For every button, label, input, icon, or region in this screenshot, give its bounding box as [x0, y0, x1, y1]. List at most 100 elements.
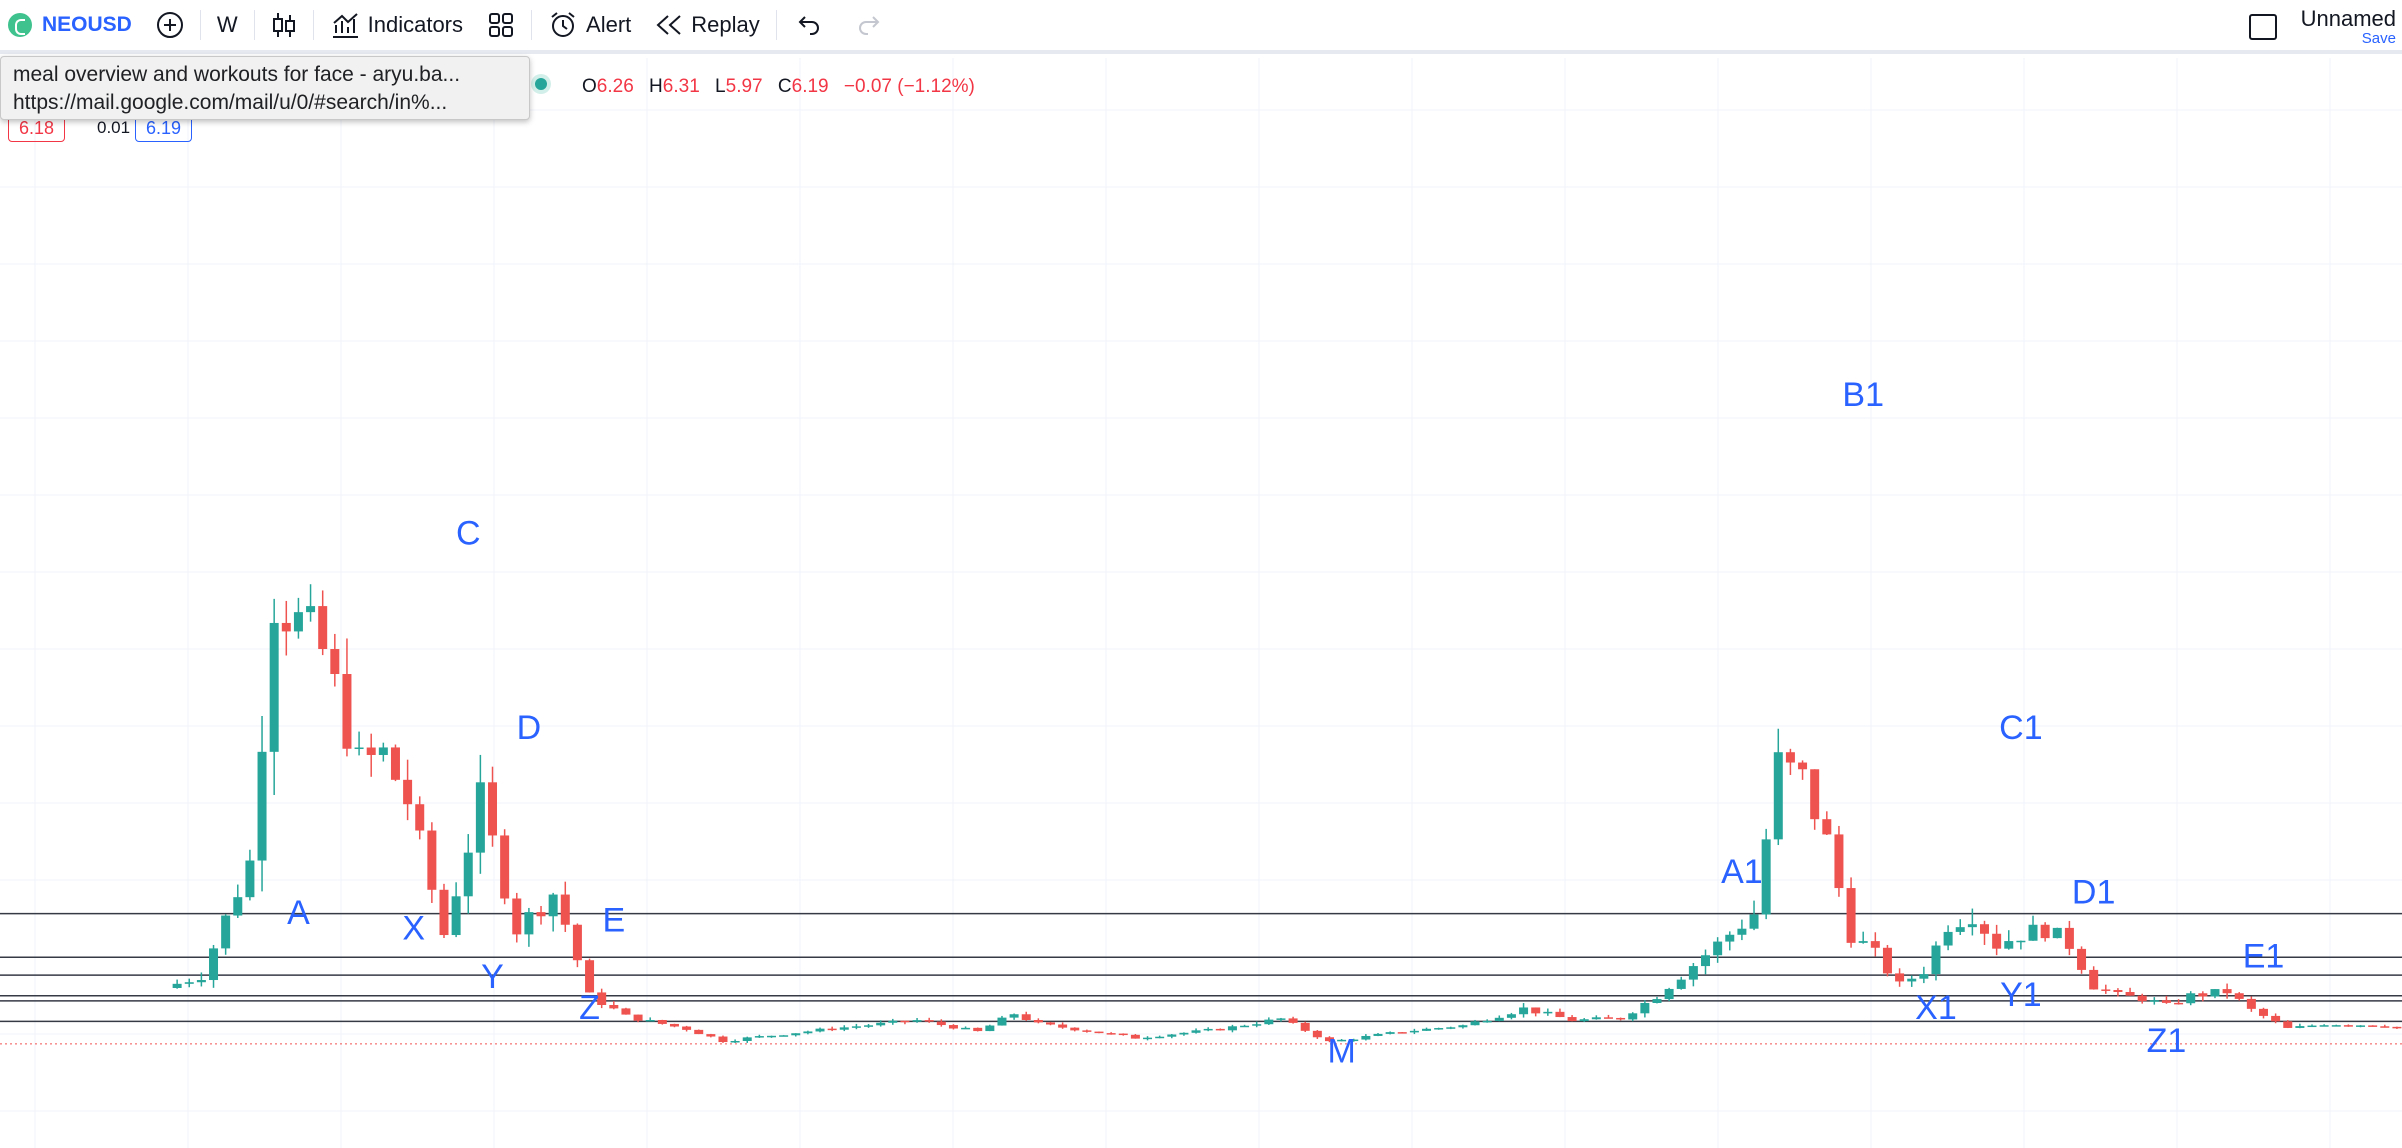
- wave-labels[interactable]: A X C Y D E Z M A1 B1 C1 D1 E1 X1 Y1 Z1: [287, 376, 2284, 1071]
- candle-body: [1300, 1022, 1310, 1031]
- indicators-icon: [332, 13, 358, 38]
- wave-label[interactable]: D: [517, 709, 542, 747]
- wave-label[interactable]: B1: [1842, 376, 1884, 414]
- candle-body: [1033, 1019, 1043, 1023]
- wave-label[interactable]: C: [456, 514, 481, 552]
- candle-body: [1045, 1022, 1055, 1025]
- toolbar-divider: [775, 10, 777, 40]
- candles-icon: [272, 13, 295, 37]
- chart-type-button[interactable]: [259, 0, 309, 52]
- wave-label[interactable]: E1: [2243, 937, 2285, 975]
- candle-body: [900, 1020, 910, 1023]
- candle-body: [2198, 993, 2208, 997]
- candle-body: [948, 1025, 958, 1029]
- candle-body: [2064, 927, 2074, 949]
- alert-button[interactable]: Alert: [536, 0, 643, 52]
- candle-body: [1143, 1037, 1153, 1040]
- candle-body: [1749, 914, 1759, 929]
- wave-label[interactable]: Y: [481, 958, 504, 996]
- candle-body: [779, 1035, 789, 1037]
- layout-name-button[interactable]: Unnamed Save: [2301, 7, 2396, 47]
- candle-body: [1470, 1021, 1480, 1026]
- candle-body: [1676, 979, 1686, 989]
- candle-body: [1652, 999, 1662, 1003]
- candle-body: [366, 747, 376, 755]
- candle-body: [2368, 1025, 2378, 1027]
- market-status-dot: [535, 78, 547, 90]
- candle-body: [1519, 1007, 1529, 1015]
- wave-label[interactable]: M: [1327, 1032, 1355, 1070]
- wave-label[interactable]: D1: [2072, 873, 2115, 911]
- open-label: O: [582, 76, 597, 97]
- wave-label[interactable]: A: [287, 894, 310, 932]
- wave-label[interactable]: X1: [1915, 989, 1957, 1027]
- wave-label[interactable]: Z: [579, 989, 600, 1027]
- candle-body: [694, 1029, 704, 1035]
- candle-body: [1482, 1020, 1492, 1023]
- undo-button[interactable]: [781, 0, 839, 52]
- candle-body: [500, 835, 510, 899]
- candle-body: [1798, 762, 1808, 770]
- rewind-icon: [656, 15, 681, 35]
- wave-label[interactable]: Z1: [2147, 1022, 2187, 1060]
- candle-body: [1761, 839, 1771, 915]
- candle-body: [912, 1020, 922, 1022]
- candle-body: [1094, 1031, 1104, 1034]
- wave-label[interactable]: Y1: [2000, 976, 2042, 1014]
- candle-body: [815, 1028, 825, 1032]
- wave-label[interactable]: C1: [1999, 709, 2042, 747]
- candle-body: [2295, 1026, 2305, 1028]
- candle-body: [961, 1027, 971, 1030]
- wave-label[interactable]: E: [602, 902, 625, 940]
- layout-square-icon[interactable]: [2248, 14, 2277, 40]
- candle-body: [1191, 1030, 1201, 1033]
- neo-logo-icon: [8, 13, 32, 37]
- symbol-search[interactable]: NEOUSD: [0, 0, 144, 52]
- replay-button[interactable]: Replay: [643, 0, 771, 52]
- toolbar-divider: [531, 10, 533, 40]
- candle-body: [1858, 941, 1868, 943]
- interval-button[interactable]: W: [216, 12, 238, 37]
- candle-body: [730, 1040, 740, 1043]
- candle-body: [2392, 1026, 2402, 1029]
- symbol-label: NEOUSD: [42, 13, 132, 36]
- compare-button[interactable]: [144, 0, 196, 52]
- low-label: L: [715, 76, 726, 97]
- toolbar-divider: [253, 10, 255, 40]
- redo-button[interactable]: [839, 0, 897, 52]
- candle-body: [1155, 1036, 1165, 1039]
- candle-body: [1919, 974, 1929, 979]
- candle-body: [2210, 989, 2220, 997]
- candle-body: [1446, 1027, 1456, 1029]
- horizontal-levels[interactable]: [0, 912, 2402, 1045]
- candle-body: [2125, 992, 2135, 996]
- candle-body: [609, 1004, 619, 1009]
- wave-label[interactable]: A1: [1721, 853, 1763, 891]
- candle-body: [924, 1020, 934, 1022]
- candle-body: [2113, 989, 2123, 993]
- candle-body: [1555, 1011, 1565, 1018]
- candle-body: [1628, 1013, 1638, 1020]
- save-button[interactable]: Save: [2361, 30, 2396, 47]
- layouts-button[interactable]: [475, 0, 527, 52]
- candle-body: [621, 1008, 631, 1015]
- candle-body: [2174, 1002, 2184, 1005]
- candle-body: [1943, 931, 1953, 946]
- candle-body: [1215, 1028, 1225, 1031]
- candle-body: [2004, 941, 2014, 949]
- candle-body: [1422, 1028, 1432, 1031]
- indicators-button[interactable]: Indicators: [318, 0, 475, 52]
- candle-body: [1009, 1014, 1019, 1018]
- plus-circle-icon: [156, 12, 183, 38]
- candle-body: [269, 622, 279, 752]
- candle-body: [718, 1036, 728, 1043]
- wave-label[interactable]: X: [402, 909, 425, 947]
- candle-body: [1955, 927, 1965, 932]
- candle-body: [475, 782, 485, 853]
- tooltip-title: meal overview and workouts for face - ar…: [13, 63, 461, 86]
- candle-body: [1349, 1039, 1359, 1042]
- candle-body: [754, 1036, 764, 1038]
- candle-body: [1434, 1028, 1444, 1030]
- candle-body: [403, 779, 413, 805]
